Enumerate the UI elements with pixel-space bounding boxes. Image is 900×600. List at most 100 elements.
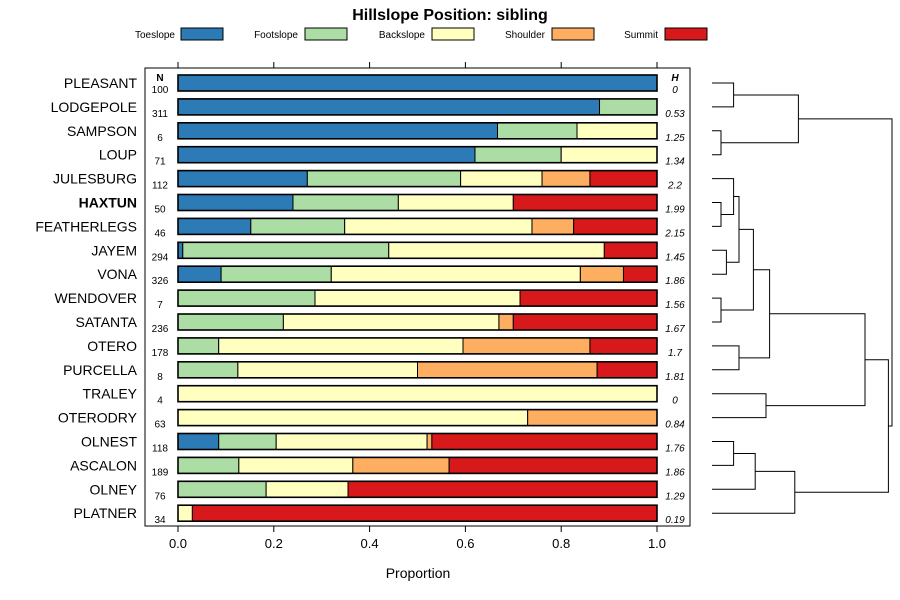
n-value-vona: 326 — [152, 276, 169, 287]
n-column-header: N — [156, 73, 163, 84]
bar-vona-summit — [622, 265, 658, 283]
n-value-olnest: 118 — [152, 444, 168, 455]
n-value-satanta: 236 — [152, 324, 169, 335]
bar-lodgepole-footslope — [599, 98, 658, 116]
bar-olnest-summit — [431, 433, 658, 450]
h-column-header: H — [671, 73, 679, 84]
dendrogram-branch — [712, 441, 735, 466]
bar-julesburg-toeslope — [177, 170, 308, 188]
row-label-haxtun: HAXTUN — [79, 195, 137, 211]
bar-julesburg-backslope — [460, 170, 543, 188]
n-value-traley: 4 — [157, 396, 163, 407]
legend-label-summit: Summit — [624, 30, 658, 41]
bar-oterodry-backslope — [177, 409, 529, 427]
dendrogram-branch — [712, 393, 767, 419]
x-axis: 0.0 0.2 0.4 0.6 0.8 1.0 — [169, 62, 666, 551]
x-tick-label: 0.2 — [265, 536, 283, 551]
n-value-purcella: 8 — [157, 372, 163, 383]
bar-julesburg-summit — [589, 170, 658, 188]
row-label-ascalon: ASCALON — [70, 457, 137, 473]
row-label-featherlegs: FEATHERLEGS — [35, 218, 137, 234]
n-value-haxtun: 50 — [154, 205, 166, 216]
row-label-pleasant: PLEASANT — [64, 75, 138, 91]
bar-haxtun-footslope — [292, 194, 399, 211]
row-label-wendover: WENDOVER — [55, 290, 137, 306]
row-label-otero: OTERO — [87, 338, 137, 354]
h-value-ascalon: 1.86 — [665, 467, 685, 478]
bar-otero-footslope — [177, 337, 220, 355]
row-label-vona: VONA — [97, 266, 137, 282]
legend-label-toeslope: Toeslope — [135, 30, 175, 41]
bar-satanta-shoulder — [498, 313, 514, 331]
n-value-lodgepole: 311 — [152, 109, 168, 120]
bar-otero-backslope — [218, 337, 464, 355]
dendrogram-branch — [712, 297, 722, 323]
row-label-jayem: JAYEM — [91, 242, 137, 258]
bar-olnest-backslope — [275, 433, 428, 450]
dendrogram-branch — [712, 202, 722, 227]
legend-swatch-toeslope — [180, 27, 224, 41]
row-label-traley: TRALEY — [83, 386, 138, 402]
bar-vona-toeslope — [177, 265, 222, 283]
legend-label-backslope: Backslope — [379, 30, 426, 41]
bar-loup-footslope — [474, 146, 562, 164]
bar-outline-olnest — [177, 432, 658, 451]
h-value-haxtun: 1.99 — [665, 205, 685, 216]
bar-outline-otero — [177, 337, 658, 355]
h-value-olnest: 1.76 — [665, 444, 685, 455]
bar-ascalon-shoulder — [352, 456, 450, 474]
h-value-otero: 1.7 — [668, 348, 682, 359]
bar-haxtun-backslope — [397, 194, 514, 211]
h-value-satanta: 1.67 — [665, 324, 685, 335]
h-value-loup: 1.34 — [665, 157, 685, 168]
h-value-oterodry: 0.84 — [665, 420, 685, 431]
n-value-loup: 71 — [154, 157, 166, 168]
bar-haxtun-toeslope — [177, 194, 294, 211]
h-value-jayem: 1.45 — [665, 252, 685, 263]
h-value-vona: 1.86 — [665, 276, 685, 287]
bar-purcella-summit — [596, 361, 658, 379]
plot-frame — [144, 67, 691, 527]
bar-purcella-backslope — [237, 361, 418, 379]
bar-featherlegs-toeslope — [177, 217, 252, 235]
bar-loup-toeslope — [177, 146, 476, 164]
n-value-platner: 34 — [154, 515, 166, 526]
h-value-lodgepole: 0.53 — [665, 109, 685, 120]
bar-olney-backslope — [265, 480, 349, 498]
bar-outline-jayem — [177, 241, 658, 260]
row-label-julesburg: JULESBURG — [53, 171, 137, 187]
bar-ascalon-footslope — [177, 456, 240, 474]
bar-sampson-footslope — [496, 122, 578, 140]
legend-swatch-shoulder — [551, 27, 595, 41]
bar-platner-backslope — [177, 504, 193, 522]
row-label-oterodry: OTERODRY — [58, 410, 138, 426]
bar-oterodry-shoulder — [527, 409, 658, 427]
n-value-oterodry: 63 — [154, 420, 166, 431]
x-tick-label: 1.0 — [648, 536, 666, 551]
dendrogram-branch — [739, 269, 771, 359]
bar-outline-haxtun — [177, 193, 658, 212]
row-label-olney: OLNEY — [90, 481, 138, 497]
row-label-olnest: OLNEST — [81, 434, 137, 450]
row-label-sampson: SAMPSON — [67, 123, 137, 139]
bar-pleasant-toeslope — [177, 74, 658, 92]
bar-wendover-backslope — [314, 289, 521, 307]
chart-title: Hillslope Position: sibling — [352, 7, 548, 24]
legend-label-footslope: Footslope — [254, 30, 298, 41]
bar-satanta-backslope — [282, 313, 500, 331]
n-value-pleasant: 100 — [152, 85, 169, 96]
legend-label-shoulder: Shoulder — [505, 30, 546, 41]
bars-layer — [177, 74, 658, 523]
bar-outline-julesburg — [177, 169, 658, 188]
bar-vona-footslope — [220, 265, 332, 283]
bar-ascalon-backslope — [238, 456, 354, 474]
bar-outline-satanta — [177, 313, 658, 331]
bar-platner-summit — [191, 504, 658, 522]
bar-satanta-footslope — [177, 313, 284, 331]
x-tick-label: 0.8 — [552, 536, 570, 551]
bar-otero-shoulder — [462, 337, 591, 355]
dendrogram-branch — [712, 345, 740, 371]
dendrogram-branch — [798, 118, 893, 427]
n-value-olney: 76 — [154, 491, 166, 502]
